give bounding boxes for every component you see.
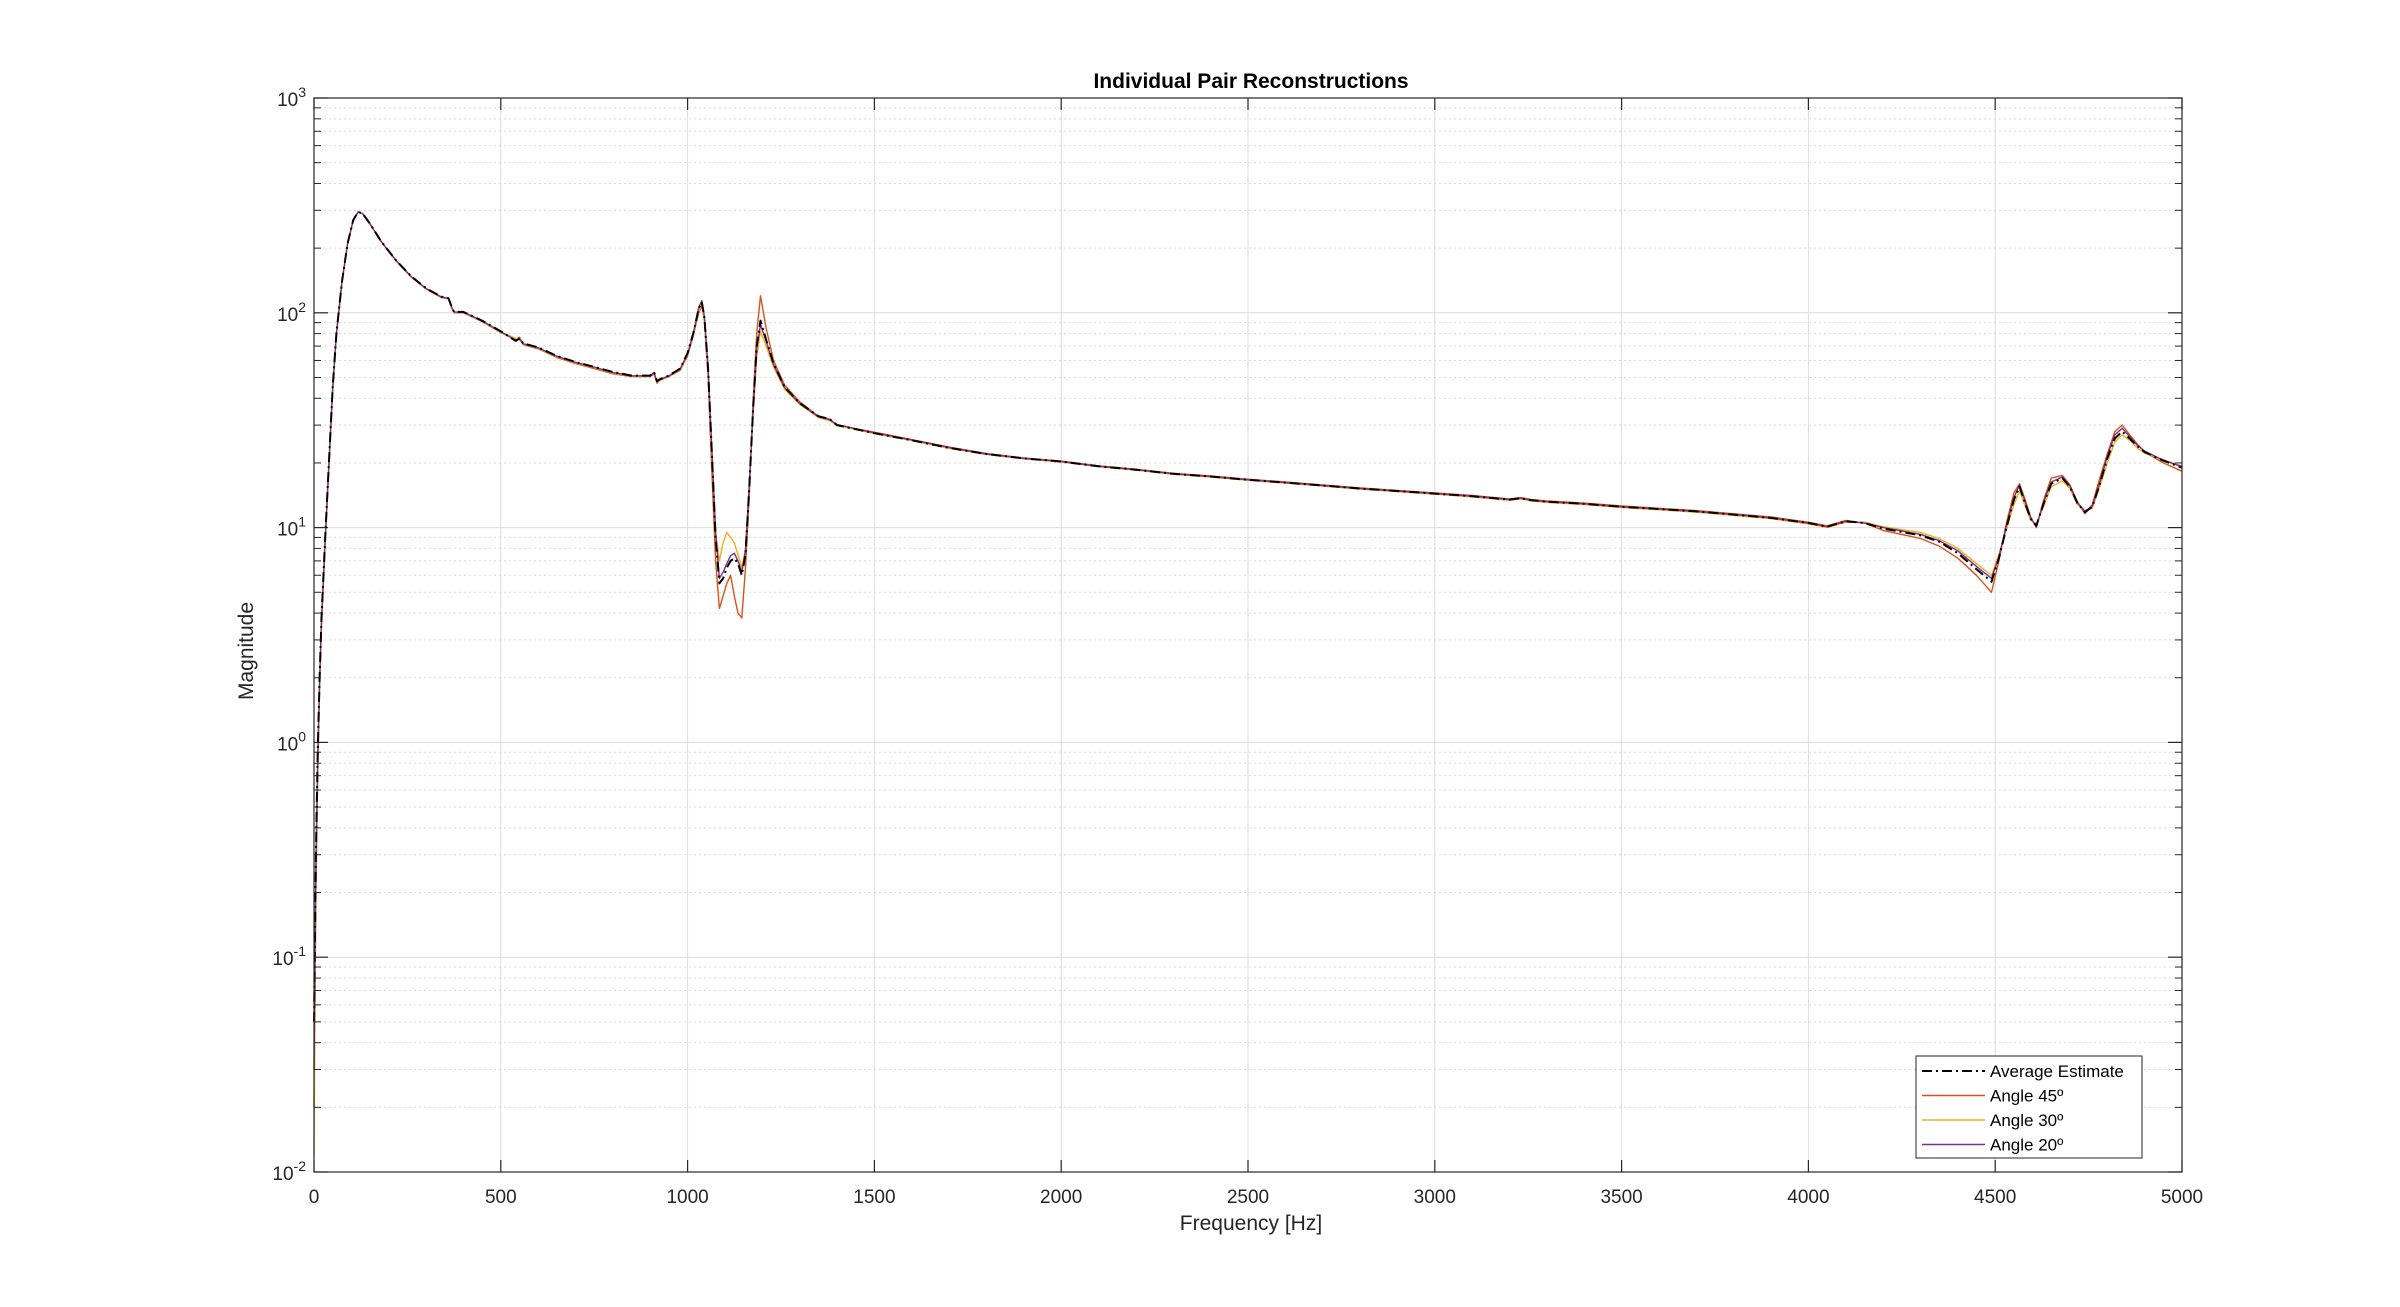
legend-label-3: Angle 20º [1990, 1136, 2063, 1155]
x-tick-label: 2500 [1227, 1187, 1269, 1208]
x-axis-label: Frequency [Hz] [1180, 1212, 1322, 1235]
minor-grid [314, 107, 2182, 1108]
x-tick-label: 0 [309, 1187, 320, 1208]
x-tick-label: 4000 [1787, 1187, 1829, 1208]
y-tick-label: 10-2 [272, 1158, 306, 1185]
x-tick-labels: 0 500 1000 1500 2000 2500 3000 3500 4000 4500 5000 [309, 1187, 2203, 1208]
legend-label-1: Angle 45º [1990, 1087, 2063, 1106]
series-lines [313, 210, 2183, 1156]
x-tick-label: 3000 [1414, 1187, 1456, 1208]
legend-box [1915, 1055, 2143, 1159]
series-line-0 [313, 210, 2183, 1022]
x-tick-label: 4500 [1974, 1187, 2016, 1208]
x-tick-label: 1500 [853, 1187, 895, 1208]
y-tick-labels: 10-2 10-1 100 101 102 103 [272, 84, 306, 1185]
legend-label-0: Average Estimate [1990, 1062, 2124, 1081]
plot-area [313, 97, 2183, 1173]
y-tick-label: 10-1 [272, 943, 306, 970]
chart-title: Individual Pair Reconstructions [1093, 70, 1408, 93]
x-tick-label: 500 [485, 1187, 517, 1208]
y-tick-label: 101 [277, 514, 306, 541]
x-tick-label: 5000 [2161, 1187, 2203, 1208]
x-tick-label: 2000 [1040, 1187, 1082, 1208]
y-axis-label: Magnitude [235, 602, 258, 700]
y-tick-label: 100 [277, 728, 306, 755]
y-tick-label: 102 [277, 299, 306, 326]
y-tick-label: 103 [277, 84, 306, 111]
x-tick-label: 3500 [1600, 1187, 1642, 1208]
x-tick-label: 1000 [666, 1187, 708, 1208]
legend: Average Estimate Angle 45º Angle 30º Angle … [1915, 1055, 2143, 1159]
legend-label-2: Angle 30º [1990, 1111, 2063, 1130]
tick-marks [313, 97, 2183, 1173]
